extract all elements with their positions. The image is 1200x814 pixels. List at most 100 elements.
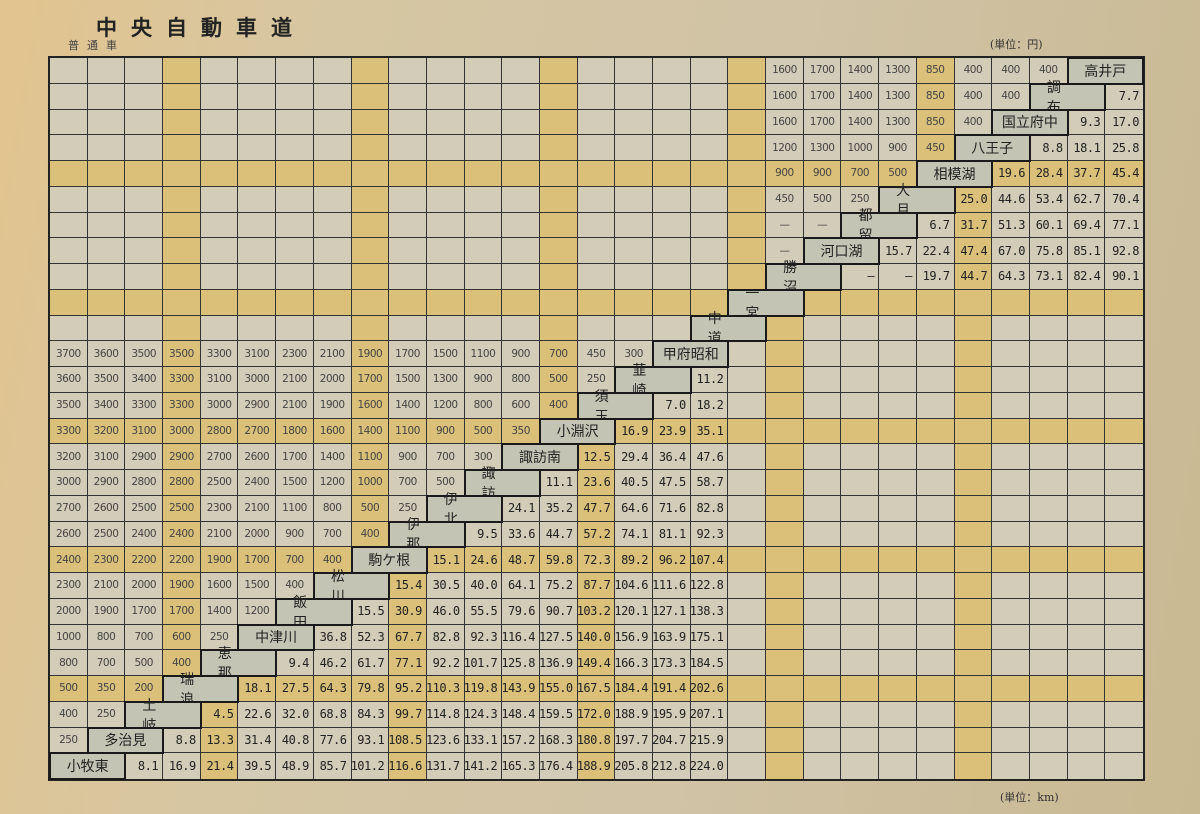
toll-cell: 1600 <box>351 392 390 419</box>
toll-cell: 3000 <box>163 418 201 445</box>
empty-cell <box>351 212 390 239</box>
empty-cell <box>916 367 955 393</box>
empty-cell <box>276 212 314 239</box>
toll-cell: 2500 <box>87 521 126 548</box>
empty-cell <box>653 212 691 239</box>
empty-cell <box>879 598 917 625</box>
empty-cell <box>803 444 842 470</box>
station-label: 甲府昭和 <box>652 340 730 368</box>
empty-cell <box>1105 650 1143 676</box>
empty-cell <box>50 161 88 187</box>
empty-cell <box>728 58 767 84</box>
toll-cell: 400 <box>163 650 201 676</box>
distance-cell: 168.3 <box>539 727 578 754</box>
empty-cell <box>841 289 880 316</box>
distance-cell: 46.2 <box>313 650 352 676</box>
toll-cell: 1900 <box>351 341 390 367</box>
empty-cell <box>577 109 616 136</box>
distance-cell: 191.4 <box>652 676 691 702</box>
empty-cell <box>464 238 503 264</box>
empty-cell <box>502 58 540 84</box>
station-label: 多治見 <box>86 726 165 755</box>
empty-cell <box>992 547 1030 573</box>
distance-cell: 40.5 <box>615 470 654 496</box>
toll-cell: 2300 <box>50 573 88 599</box>
empty-cell <box>615 58 654 84</box>
empty-cell <box>276 315 314 342</box>
empty-cell <box>539 315 578 342</box>
toll-cell: 1700 <box>163 598 201 625</box>
empty-cell <box>1067 418 1106 445</box>
empty-cell <box>879 727 917 754</box>
station-label: 国立府中 <box>991 108 1069 137</box>
distance-unit-label: (単位：km) <box>1000 791 1059 804</box>
empty-cell <box>125 264 164 290</box>
distance-cell: 64.3 <box>992 264 1030 290</box>
toll-cell: 2100 <box>87 573 126 599</box>
empty-cell <box>1029 598 1068 625</box>
empty-cell <box>690 135 729 161</box>
vehicle-class-label: 普通車 <box>68 39 125 52</box>
toll-cell: 3500 <box>87 367 126 393</box>
toll-cell: 2000 <box>50 598 88 625</box>
empty-cell <box>766 444 804 470</box>
toll-cell: 1600 <box>766 58 804 84</box>
empty-cell <box>426 315 465 342</box>
distance-cell: 46.0 <box>426 598 465 625</box>
empty-cell <box>992 470 1030 496</box>
empty-cell <box>313 58 352 84</box>
empty-cell <box>125 212 164 239</box>
empty-cell <box>766 547 804 573</box>
empty-cell <box>690 83 729 110</box>
empty-cell <box>200 212 239 239</box>
distance-cell: 51.3 <box>992 212 1030 239</box>
distance-cell: 35.2 <box>539 495 578 522</box>
empty-cell <box>502 238 540 264</box>
empty-cell <box>615 212 654 239</box>
toll-cell: 700 <box>313 521 352 548</box>
distance-cell: 149.4 <box>577 650 616 676</box>
distance-cell: 48.9 <box>276 753 314 779</box>
empty-cell <box>1067 392 1106 419</box>
toll-cell: 2600 <box>238 444 277 470</box>
toll-cell: 1300 <box>879 109 917 136</box>
empty-cell <box>389 315 427 342</box>
empty-cell <box>954 289 993 316</box>
toll-cell: 400 <box>313 547 352 573</box>
distance-cell: 89.2 <box>615 547 654 573</box>
toll-cell: 2500 <box>163 495 201 522</box>
empty-cell <box>803 289 842 316</box>
empty-cell <box>690 212 729 239</box>
toll-cell: 2100 <box>313 341 352 367</box>
empty-cell <box>502 212 540 239</box>
empty-cell <box>351 289 390 316</box>
empty-cell <box>841 341 880 367</box>
empty-cell <box>803 495 842 522</box>
empty-cell <box>1105 316 1143 342</box>
empty-cell <box>502 186 540 213</box>
distance-cell: 81.1 <box>653 521 691 548</box>
empty-cell <box>728 161 767 187</box>
empty-cell <box>464 289 503 316</box>
distance-cell: 55.5 <box>464 598 503 625</box>
empty-cell <box>954 650 993 676</box>
distance-cell: 48.7 <box>502 547 540 573</box>
empty-cell <box>690 58 729 84</box>
empty-cell <box>276 83 314 110</box>
empty-cell <box>803 392 842 419</box>
toll-cell: 500 <box>125 650 164 676</box>
distance-cell: 197.7 <box>614 727 654 754</box>
empty-cell <box>766 367 804 393</box>
distance-cell: 119.8 <box>464 676 503 702</box>
empty-cell <box>803 418 842 445</box>
toll-cell: 2700 <box>50 495 88 522</box>
toll-cell: 1700 <box>276 444 314 470</box>
empty-cell <box>87 264 126 290</box>
empty-cell <box>1105 702 1143 728</box>
empty-cell <box>351 83 390 110</box>
distance-cell: 31.7 <box>954 212 993 239</box>
empty-cell <box>728 367 767 393</box>
empty-cell <box>879 701 917 728</box>
empty-cell <box>313 135 352 161</box>
empty-cell <box>841 573 880 599</box>
